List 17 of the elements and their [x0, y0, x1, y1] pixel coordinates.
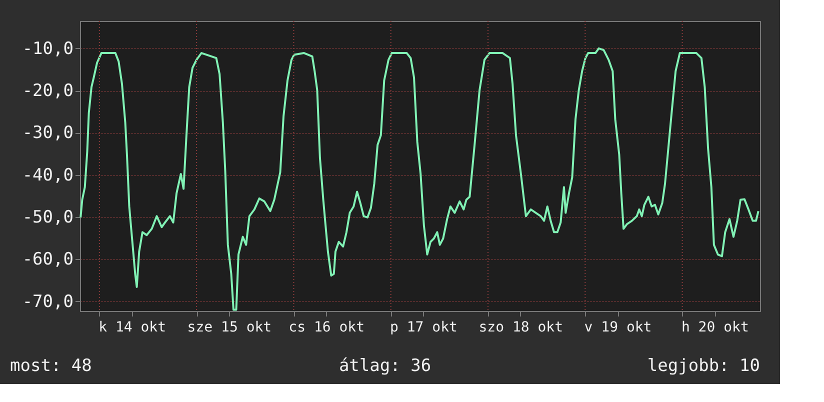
- text: most: 48: [10, 356, 92, 376]
- y-tick-label: -50,0: [22, 208, 74, 228]
- y-tick-label: -10,0: [22, 38, 74, 59]
- y-tick-label: -40,0: [22, 165, 74, 186]
- y-tick-label: -30,0: [22, 123, 74, 144]
- x-tick-label: szo 18 okt: [478, 320, 564, 336]
- y-tick-label: -20,0: [22, 81, 74, 102]
- y-tick-label: -70,0: [22, 292, 74, 312]
- x-tick-label: sze 15 okt: [187, 320, 272, 336]
- x-tick-label: k 14 okt: [98, 320, 166, 336]
- text: legjobb: 10: [647, 356, 760, 376]
- x-tick-label: v 19 okt: [584, 320, 652, 336]
- x-tick-label: cs 16 okt: [288, 320, 365, 336]
- y-tick-label: -60,0: [22, 250, 74, 270]
- x-tick-label: h 20 okt: [681, 320, 749, 336]
- x-tick-label: p 17 okt: [390, 320, 458, 336]
- text: átlag: 36: [338, 356, 432, 376]
